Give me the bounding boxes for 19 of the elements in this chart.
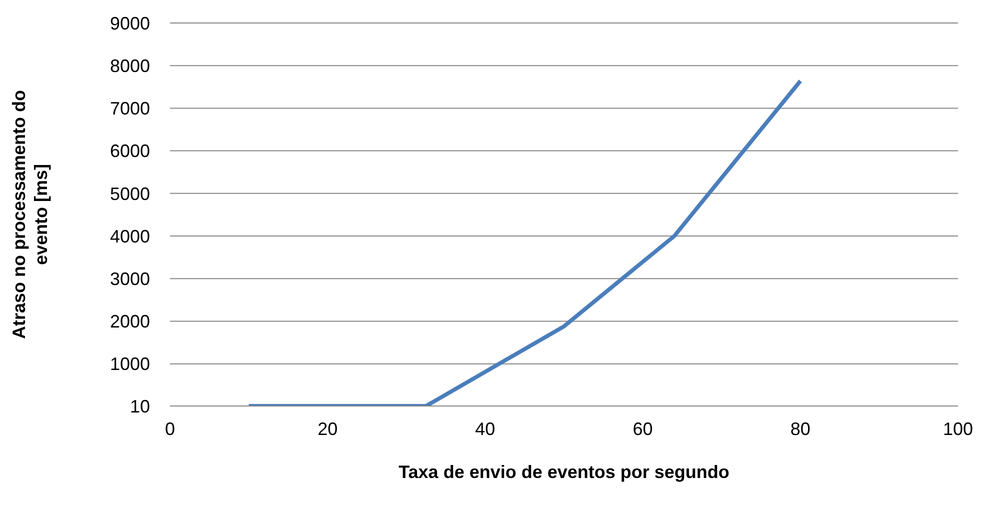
y-tick-label: 5000 [110, 184, 150, 204]
y-tick-label: 10 [130, 396, 150, 416]
line-series [246, 78, 802, 406]
x-tick-label: 40 [475, 418, 496, 439]
y-tick-label: 8000 [110, 56, 150, 76]
y-tick-label: 3000 [110, 269, 150, 290]
y-tick-label: 4000 [110, 226, 150, 246]
y-tick-label: 1000 [110, 354, 150, 374]
x-axis-title: Taxa de envio de eventos por segundo [398, 462, 730, 482]
y-tick-label: 9000 [110, 13, 150, 34]
x-tick-label: 80 [790, 418, 810, 439]
y-tick-label: 2000 [110, 312, 150, 332]
y-tick-label: 6000 [110, 141, 150, 162]
y-axis-title: Atraso no processamento do evento [ms] [9, 90, 51, 340]
x-tick-label: 60 [632, 418, 653, 439]
x-tick-label: 100 [942, 418, 974, 439]
x-tick-label: 20 [318, 418, 338, 439]
y-tick-label: 7000 [110, 98, 150, 119]
x-tick-label: 0 [164, 418, 176, 439]
